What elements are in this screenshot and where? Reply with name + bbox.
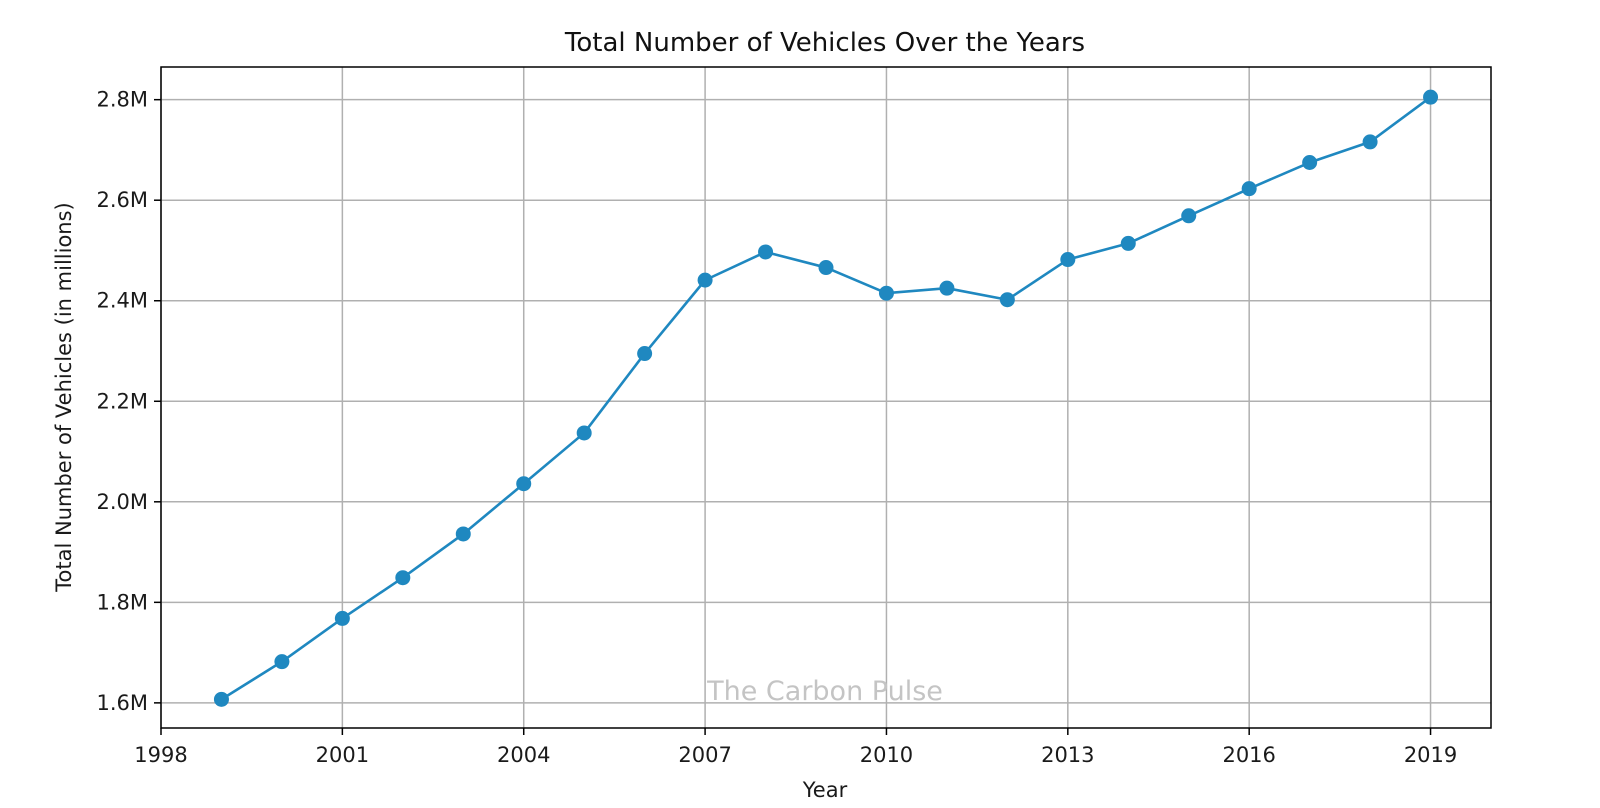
x-tick-label: 2001 <box>316 743 369 767</box>
grid <box>160 67 1491 728</box>
y-tick-label: 2.6M <box>96 188 148 212</box>
y-tick-label: 2.2M <box>96 389 148 413</box>
data-point <box>697 272 713 288</box>
y-tick-label: 2.8M <box>96 88 148 112</box>
x-tick-label: 2019 <box>1404 743 1457 767</box>
y-tick-label: 1.8M <box>96 590 148 614</box>
x-axis-title: Year <box>802 778 848 802</box>
chart-title: Total Number of Vehicles Over the Years <box>564 28 1085 58</box>
data-point <box>999 292 1015 308</box>
y-tick-label: 2.4M <box>96 289 148 313</box>
data-point <box>1423 89 1439 105</box>
x-tick-label: 2016 <box>1222 743 1275 767</box>
data-point <box>637 346 653 362</box>
data-point <box>1060 252 1076 268</box>
x-tick-label: 2004 <box>497 743 550 767</box>
data-point <box>274 654 290 670</box>
data-point <box>213 691 229 707</box>
axis-ticks: 1998 2001 2004 2007 2010 2013 2016 2019 1.6M 1.8M… <box>96 88 1457 767</box>
data-point <box>818 260 834 276</box>
data-point <box>1302 155 1318 171</box>
data-point <box>758 244 774 260</box>
x-tick-label: 2007 <box>678 743 731 767</box>
data-point <box>395 570 411 586</box>
plot-frame <box>160 66 1492 729</box>
data-point <box>1181 208 1197 224</box>
data-point <box>939 280 955 296</box>
x-tick-label: 1998 <box>134 743 187 767</box>
data-point <box>1241 181 1257 197</box>
data-point <box>576 425 592 441</box>
data-point <box>334 610 350 626</box>
y-axis-title: Total Number of Vehicles (in millions) <box>52 202 76 592</box>
watermark-text: The Carbon Pulse <box>706 676 943 707</box>
series-layer <box>213 89 1439 707</box>
y-tick-label: 1.6M <box>96 691 148 715</box>
x-tick-label: 2010 <box>860 743 913 767</box>
data-point <box>1120 235 1136 251</box>
data-point <box>878 285 894 301</box>
y-tick-label: 2.0M <box>96 490 148 514</box>
x-tick-label: 2013 <box>1041 743 1094 767</box>
data-point <box>516 476 532 492</box>
data-point <box>455 526 471 542</box>
data-point <box>1362 134 1378 150</box>
